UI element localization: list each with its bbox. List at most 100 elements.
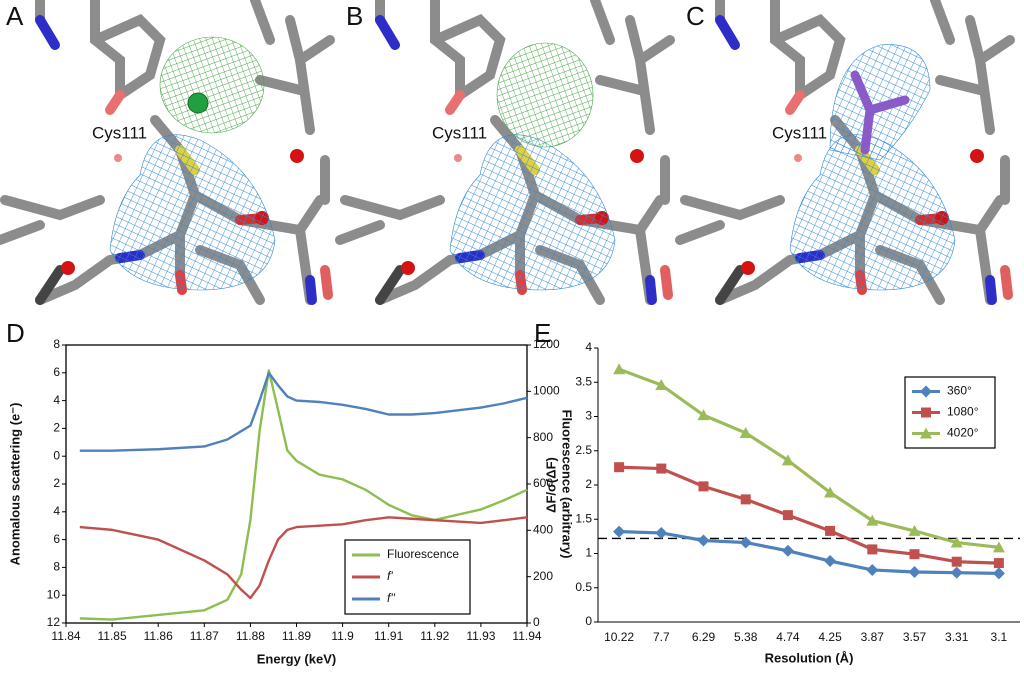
y-tick-label: 1.5 <box>575 511 592 525</box>
legend-label: 360° <box>947 384 972 398</box>
y-tick-label: 4 <box>585 340 592 354</box>
y-axis-title: ΔF/σ(ΔF) <box>543 457 558 513</box>
x-tick-label: 11.86 <box>144 629 173 643</box>
y-tick-label: 1 <box>585 546 592 560</box>
marker <box>866 514 879 526</box>
y2-tick-label: 800 <box>533 430 553 444</box>
marker <box>697 534 710 547</box>
marker <box>697 409 710 421</box>
chart: D 12 10 8 6 4 2 0 2 4 6 8 0 200 400 600 800 1000 1200 11.84… <box>6 318 575 667</box>
y2-tick-label: 200 <box>533 569 553 583</box>
legend-label: Fluorescence <box>387 547 459 561</box>
legend-label: f'' <box>387 591 396 605</box>
x-tick-label: 11.88 <box>236 629 265 643</box>
x-tick-label: 3.31 <box>945 630 969 644</box>
y-tick-label: 8 <box>53 560 60 574</box>
marker <box>867 544 878 555</box>
charts: D121086420246802004006008001000120011.84… <box>6 318 1020 667</box>
y-tick-label: 6 <box>53 532 60 546</box>
panel-label: B <box>346 1 363 31</box>
x-tick-label: 11.85 <box>98 629 127 643</box>
marker <box>951 556 962 567</box>
density-mesh <box>159 36 265 134</box>
x-tick-label: 4.25 <box>818 630 842 644</box>
series-line <box>619 465 999 565</box>
x-tick-label: 11.91 <box>374 629 403 643</box>
y2-tick-label: 1000 <box>533 384 560 398</box>
marker <box>781 544 794 557</box>
marker <box>781 454 794 466</box>
y-tick-label: 3 <box>585 409 592 423</box>
x-tick-label: 3.87 <box>861 630 885 644</box>
density-mesh <box>829 44 931 161</box>
marker <box>993 558 1004 569</box>
marker <box>698 481 709 492</box>
marker <box>613 525 626 538</box>
marker <box>614 462 625 473</box>
marker <box>920 427 932 439</box>
x-tick-label: 6.29 <box>692 630 716 644</box>
y-tick-label: 2 <box>585 477 592 491</box>
structure-image <box>0 0 330 300</box>
marker <box>921 407 931 418</box>
marker <box>992 567 1005 580</box>
marker <box>909 549 920 560</box>
ligand <box>850 70 910 155</box>
marker <box>824 486 837 498</box>
marker <box>782 510 793 521</box>
x-axis-title: Energy (keV) <box>257 651 336 666</box>
y-axis-title: Anomalous scattering (e⁻) <box>7 403 22 566</box>
y2-axis-title: Fluorescence (arbitrary) <box>560 410 575 559</box>
y-tick-label: 0 <box>585 614 592 628</box>
y-tick-label: 2 <box>53 421 60 435</box>
marker <box>950 536 963 548</box>
x-tick-label: 11.84 <box>51 629 80 643</box>
marker <box>920 385 932 398</box>
x-tick-label: 5.38 <box>734 630 758 644</box>
residue-label: Cys111 <box>92 123 147 142</box>
y-tick-label: 3.5 <box>575 374 592 388</box>
x-tick-label: 11.89 <box>282 629 311 643</box>
chart: E 0 0.5 1 1.5 2 2.5 3 3.5 4 10.22 7.7 6.29 5.38 4.74 4.… <box>534 318 1020 665</box>
marker <box>739 426 752 438</box>
panel-label: C <box>686 1 705 31</box>
residue-label: Cys111 <box>432 123 487 142</box>
marker <box>908 565 921 578</box>
panel-c: C Cys111 <box>680 0 1010 300</box>
x-axis-title: Resolution (Å) <box>765 650 854 665</box>
series-line <box>79 369 528 621</box>
y-tick-label: 12 <box>47 615 61 629</box>
panel-b: B Cys111 <box>340 0 670 300</box>
series-line <box>79 516 528 600</box>
atom <box>187 92 209 114</box>
x-tick-label: 11.93 <box>466 629 495 643</box>
y-tick-label: 4 <box>53 393 60 407</box>
y-tick-label: 0.5 <box>575 580 592 594</box>
x-tick-label: 11.87 <box>190 629 219 643</box>
x-tick-label: 11.92 <box>420 629 449 643</box>
legend-label: f' <box>387 569 393 583</box>
marker <box>613 363 626 375</box>
marker <box>656 463 667 474</box>
y-tick-label: 0 <box>53 448 60 462</box>
y-tick-label: 4 <box>53 504 60 518</box>
x-tick-label: 7.7 <box>653 630 670 644</box>
structure-image <box>340 0 670 300</box>
series-line <box>619 529 999 575</box>
marker <box>908 524 921 536</box>
marker <box>824 555 837 568</box>
y2-tick-label: 400 <box>533 523 553 537</box>
series-line <box>618 367 1000 549</box>
residue-label: Cys111 <box>772 123 827 142</box>
marker <box>866 563 879 576</box>
y-tick-label: 2.5 <box>575 443 592 457</box>
legend-label: 1080° <box>947 405 979 419</box>
x-tick-label: 11.9 <box>331 629 354 643</box>
y2-tick-label: 600 <box>533 476 553 490</box>
marker <box>825 525 836 536</box>
y-tick-label: 8 <box>53 337 60 351</box>
panel-label: A <box>6 1 24 31</box>
x-tick-label: 4.74 <box>776 630 800 644</box>
